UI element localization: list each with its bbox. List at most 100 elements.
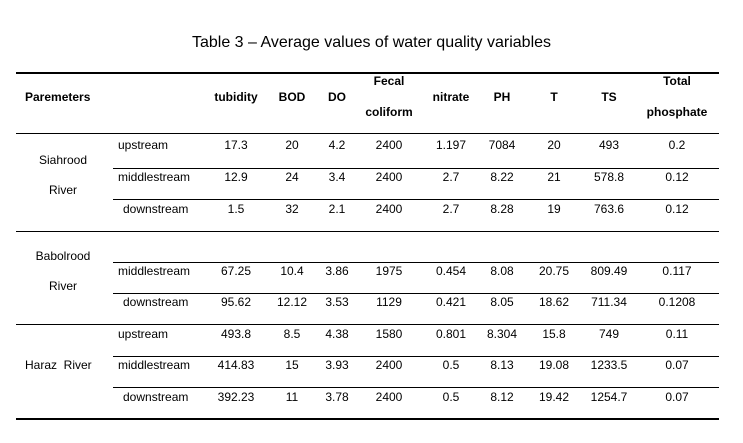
row-divider <box>113 168 719 169</box>
cell: 3.53 <box>325 295 349 309</box>
cell: 1580 <box>375 327 403 341</box>
cell: 0.07 <box>665 390 689 404</box>
cell: 20 <box>547 138 561 152</box>
cell: 17.3 <box>224 138 248 152</box>
cell: 0.11 <box>665 327 689 341</box>
location-cell: middlestream <box>118 358 191 372</box>
location-cell: upstream <box>118 327 169 341</box>
row-divider <box>113 356 719 357</box>
cell: 7084 <box>488 138 516 152</box>
location-cell: downstream <box>123 390 189 404</box>
table-caption: Table 3 – Average values of water qualit… <box>191 34 552 51</box>
cell: 12.9 <box>224 170 248 184</box>
river-name: Babolrood <box>35 249 91 263</box>
cell: 749 <box>598 327 620 341</box>
river-name: River <box>48 279 78 293</box>
cell: 8.304 <box>486 327 518 341</box>
cell: 809.49 <box>590 264 628 278</box>
cell: 1.197 <box>435 138 467 152</box>
cell: 763.6 <box>593 202 625 216</box>
location-cell: downstream <box>123 295 189 309</box>
cell: 15 <box>285 358 299 372</box>
cell: 493 <box>598 138 620 152</box>
cell: 0.12 <box>665 202 689 216</box>
cell: 21 <box>547 170 561 184</box>
cell: 2400 <box>375 138 403 152</box>
cell: 578.8 <box>593 170 625 184</box>
cell: 1233.5 <box>590 358 628 372</box>
header-ph: PH <box>493 90 511 104</box>
header-parameters: Paremeters <box>25 90 91 104</box>
cell: 67.25 <box>220 264 252 278</box>
cell: 1.5 <box>227 202 245 216</box>
cell: 20 <box>285 138 299 152</box>
cell: 2.7 <box>442 202 460 216</box>
location-cell: middlestream <box>118 264 191 278</box>
cell: 19 <box>547 202 561 216</box>
cell: 1129 <box>376 295 402 309</box>
cell: 20.75 <box>538 264 570 278</box>
header-fecal: Fecal <box>373 74 405 88</box>
cell: 8.28 <box>490 202 514 216</box>
table-bottom-rule <box>16 418 719 420</box>
header-total: Total <box>663 74 691 88</box>
cell: 8.13 <box>490 358 514 372</box>
cell: 493.8 <box>220 327 252 341</box>
cell: 0.2 <box>668 138 686 152</box>
cell: 0.801 <box>435 327 467 341</box>
cell: 24 <box>285 170 299 184</box>
group-divider <box>16 231 719 232</box>
cell: 0.421 <box>435 295 467 309</box>
location-cell: downstream <box>123 202 189 216</box>
cell: 4.2 <box>328 138 346 152</box>
cell: 2400 <box>375 202 403 216</box>
cell: 2400 <box>375 358 403 372</box>
cell: 15.8 <box>542 327 566 341</box>
cell: 12.12 <box>276 295 308 309</box>
header-nitrate: nitrate <box>432 90 470 104</box>
cell: 8.08 <box>490 264 514 278</box>
cell: 0.117 <box>662 264 692 278</box>
group-divider <box>16 324 719 325</box>
cell: 1254.7 <box>590 390 628 404</box>
cell: 0.454 <box>435 264 467 278</box>
cell: 3.93 <box>325 358 349 372</box>
header-phosphate: phosphate <box>646 105 708 119</box>
location-cell: middlestream <box>118 170 191 184</box>
cell: 3.78 <box>325 390 349 404</box>
cell: 0.1208 <box>658 295 696 309</box>
cell: 19.42 <box>538 390 570 404</box>
header-coliform: coliform <box>365 105 413 119</box>
cell: 414.83 <box>217 358 255 372</box>
header-do: DO <box>328 90 346 104</box>
cell: 8.12 <box>490 390 514 404</box>
cell: 1975 <box>375 264 403 278</box>
cell: 3.86 <box>325 264 349 278</box>
table-top-rule <box>16 72 719 74</box>
cell: 2.1 <box>328 202 346 216</box>
river-name: River <box>48 183 78 197</box>
cell: 2400 <box>375 390 403 404</box>
cell: 392.23 <box>217 390 255 404</box>
cell: 711.34 <box>591 295 627 309</box>
cell: 0.5 <box>442 390 460 404</box>
header-tubidity: tubidity <box>214 90 258 104</box>
cell: 3.4 <box>328 170 346 184</box>
cell: 0.5 <box>442 358 460 372</box>
cell: 2.7 <box>442 170 460 184</box>
cell: 18.62 <box>538 295 570 309</box>
cell: 0.07 <box>665 358 689 372</box>
header-t: T <box>550 90 558 104</box>
row-divider <box>113 199 719 200</box>
river-name: Siahrood <box>38 153 88 167</box>
river-name: Haraz River <box>25 358 92 372</box>
header-bod: BOD <box>278 90 306 104</box>
row-divider <box>113 293 719 294</box>
header-bottom-rule <box>16 133 719 134</box>
cell: 0.12 <box>665 170 689 184</box>
row-divider <box>113 387 719 388</box>
header-ts: TS <box>601 90 617 104</box>
cell: 8.5 <box>283 327 301 341</box>
cell: 4.38 <box>325 327 349 341</box>
cell: 95.62 <box>220 295 252 309</box>
